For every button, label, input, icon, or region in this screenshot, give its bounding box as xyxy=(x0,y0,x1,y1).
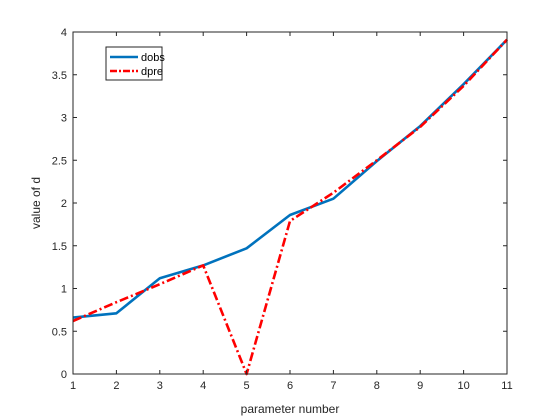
y-tick-label: 3 xyxy=(61,113,67,125)
y-axis-label: value of d xyxy=(29,177,43,229)
x-tick-label: 6 xyxy=(287,380,293,392)
legend-label-dpre: dpre xyxy=(141,66,163,78)
x-tick-label: 3 xyxy=(157,380,163,392)
series-line-dpre xyxy=(72,38,508,376)
legend: dobs dpre xyxy=(105,46,165,81)
axes: 1 2 3 4 5 6 7 8 9 10 11 0 0.5 1 1.5 2 2.5 3 3.5 4 xyxy=(52,27,513,392)
y-tick-label: 0.5 xyxy=(52,326,67,338)
y-tick-label: 4 xyxy=(61,27,67,39)
series-layer xyxy=(72,38,508,376)
x-tick-label: 5 xyxy=(244,380,250,392)
y-tick-label: 1.5 xyxy=(52,241,67,253)
plot-area xyxy=(73,32,507,374)
x-tick-label: 10 xyxy=(457,380,469,392)
y-tick-label: 3.5 xyxy=(52,70,67,82)
x-tick-label: 4 xyxy=(200,380,206,392)
x-axis-label: parameter number xyxy=(241,402,340,416)
x-tick-label: 2 xyxy=(113,380,119,392)
legend-box xyxy=(105,46,163,81)
x-tick-label: 1 xyxy=(70,380,76,392)
x-tick-label: 7 xyxy=(330,380,336,392)
y-tick-label: 2 xyxy=(61,198,67,210)
legend-label-dobs: dobs xyxy=(141,52,165,64)
x-tick-label: 8 xyxy=(374,380,380,392)
x-tick-label: 9 xyxy=(417,380,423,392)
y-tick-label: 0 xyxy=(61,369,67,381)
y-tick-label: 2.5 xyxy=(52,155,67,167)
y-tick-label: 1 xyxy=(61,284,67,296)
x-tick-label: 11 xyxy=(501,380,512,392)
